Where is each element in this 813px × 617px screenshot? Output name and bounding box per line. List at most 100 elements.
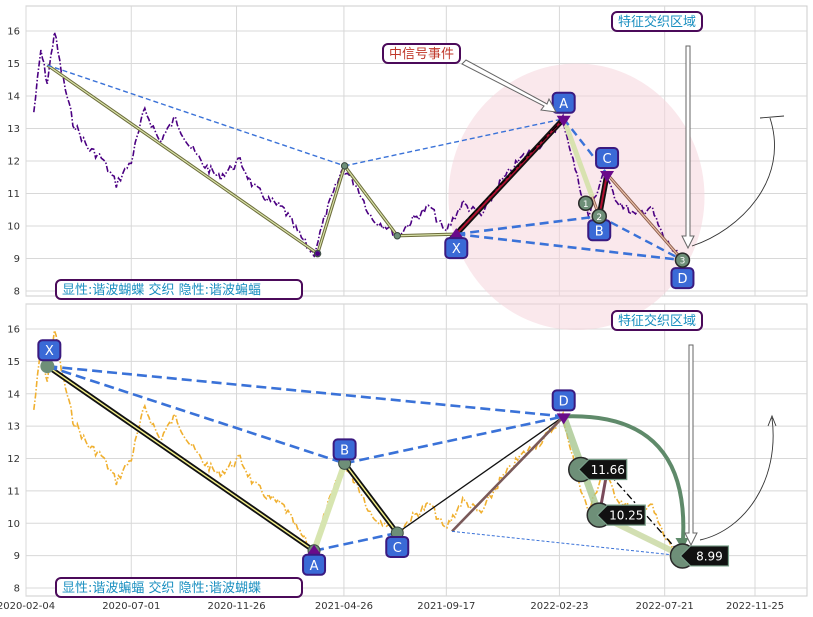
x-tick-label: 2021-09-17 [417,601,475,612]
y-tick-label: 12 [7,157,20,168]
bottom-zone-arrow [684,344,698,547]
zigzag-inner [317,165,346,254]
x-tick-label: 2020-02-04 [0,601,55,612]
bottom-curve-arrow-head [767,414,777,427]
xd-dashed [47,364,564,418]
y-tick-label: 12 [7,454,20,465]
top-zone-label-box [611,11,703,32]
top-curve-arrow-cap [759,115,785,119]
bd-dashed [344,415,564,465]
xb-dashed [456,214,600,236]
pattern-point-box [670,267,695,290]
price-label-tag [596,504,646,526]
bottom-zone-label-box [611,310,703,331]
vertex-dot [315,251,321,257]
y-tick-label: 16 [7,325,20,336]
pattern-point-label: X [45,344,54,359]
top-pattern-overlay: X A B C D 12 3 [46,63,695,290]
pattern-point-label: A [559,97,568,112]
vertex-marker [556,115,571,127]
xd-dashed [456,232,683,262]
curved-arrow [563,414,686,549]
pattern-point-box [551,389,576,412]
top-zone-arrow [681,45,695,250]
pattern-point-box [444,237,469,260]
y-tick-label: 14 [7,389,20,400]
signal-event-label: 中信号事件 [389,47,454,62]
pattern-point-label: B [340,443,349,458]
numbered-marker [577,195,594,211]
vertex-marker [600,171,615,182]
price-label-tag [577,458,628,481]
pattern-point-label: C [603,152,612,167]
top-curve-arrow [691,117,775,247]
pattern-point-label: C [393,541,402,556]
bottom-grid [25,304,807,596]
y-tick-label: 13 [7,124,20,135]
pattern-point-box [551,91,576,114]
x-tick-label: 2021-04-26 [315,601,373,612]
vertex-marker [449,228,464,239]
vertex-dot [340,162,349,170]
y-tick-label: 8 [14,584,20,595]
zigzag-inner [46,64,318,255]
vertex-marker [556,413,571,425]
xb-dashed [46,364,346,465]
secondary-leg [451,415,565,533]
x-tick-label: 2022-11-25 [726,601,784,612]
numbered-marker [674,252,691,268]
interaction-zone-ellipse [448,63,705,330]
pattern-point-box [332,438,357,461]
bottom-pattern-overlay: X A B C D 11.66 10.25 8.99 [37,339,730,576]
numbered-marker-label: 2 [596,213,602,223]
pattern-point-label: B [595,224,604,239]
signal-event-label-box [382,43,461,64]
price-label-text: 11.66 [591,463,625,477]
y-tick-label: 15 [7,357,20,368]
zigzag-inner [344,462,398,534]
pattern-point-box [37,339,62,362]
pattern-point-label: D [677,272,687,287]
y-tick-label: 10 [7,519,20,530]
y-tick-label: 8 [14,287,20,298]
pattern-point-box [302,553,327,576]
bottom-pattern-caption-box [55,577,303,598]
ab-light [561,117,595,198]
x-tick-label: 2022-07-21 [636,601,694,612]
y-tick-label: 14 [7,92,20,103]
x-tick-label: 2022-02-23 [530,601,588,612]
thin-dashed [451,530,683,557]
pattern-point-box [385,535,410,558]
zigzag-inner [397,233,457,237]
pattern-point-label: A [310,559,319,574]
price-label-tag [679,545,730,567]
y-tick-label: 15 [7,59,20,70]
top-zone-label: 特征交织区域 [618,14,696,30]
bottom-curve-arrow [699,417,774,541]
xa-dashdot [447,118,565,240]
y-tick-label: 10 [7,222,20,233]
y-tick-label: 11 [7,189,20,200]
dashed-link [344,118,564,167]
price-label-text: 10.25 [609,509,643,523]
bottom-pattern-caption: 显性:谐波蝙蝠 交织 隐性:谐波蝴蝶 [62,580,261,596]
x-tick-label: 2020-07-01 [102,601,160,612]
bd-dashed [598,215,684,262]
y-tick-label: 16 [7,27,20,38]
pattern-point-label: X [452,242,461,257]
numbered-marker-label: 3 [680,257,686,267]
y-tick-label: 9 [14,254,20,265]
pattern-point-label: D [559,394,569,409]
vertex-dot [393,232,401,240]
y-tick-label: 11 [7,486,20,497]
top-pattern-caption-box [55,279,303,300]
cd-leg-core [606,173,683,261]
bottom-zone-label: 特征交织区域 [618,313,696,329]
vertex-dot [40,359,55,374]
numbered-marker-label: 1 [583,200,589,210]
zigzag-inner [46,365,315,552]
top-pattern-caption: 显性:谐波蝴蝶 交织 隐性:谐波蝙蝠 [62,282,261,298]
price-label-text: 8.99 [696,549,723,563]
